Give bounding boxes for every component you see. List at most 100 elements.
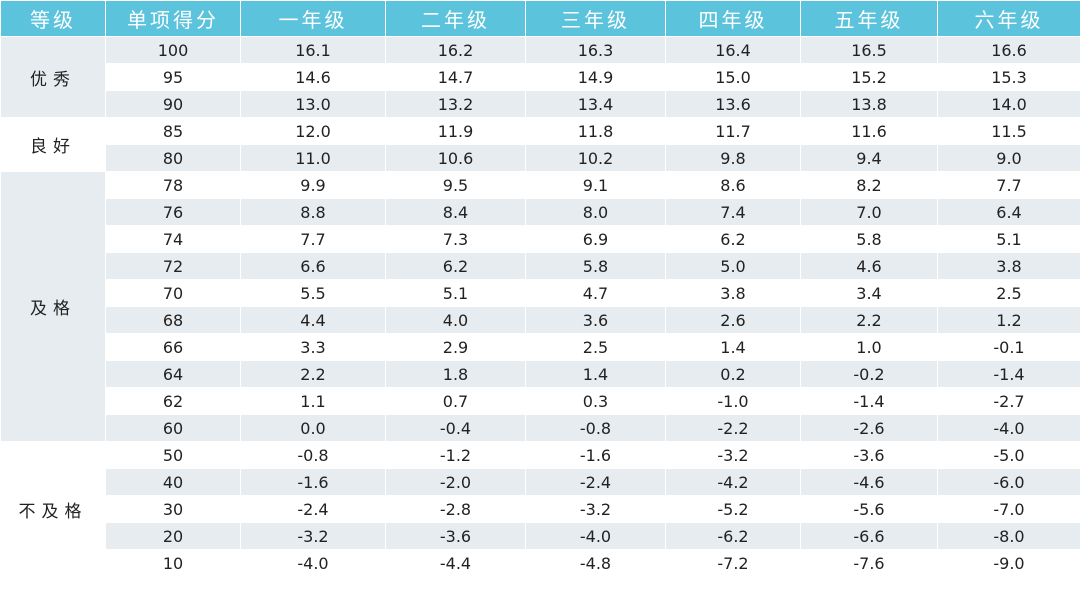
value-cell: 7.7 <box>240 225 386 253</box>
value-cell: -9.0 <box>937 549 1080 577</box>
table-row: 62 1.1 0.7 0.3 -1.0 -1.4 -2.7 <box>1 387 1080 415</box>
value-cell: 5.0 <box>665 252 801 280</box>
value-cell: -3.2 <box>240 522 386 550</box>
value-cell: 3.6 <box>525 306 666 334</box>
table-row: 10 -4.0 -4.4 -4.8 -7.2 -7.6 -9.0 <box>1 549 1080 577</box>
table-row: 不及格 50 -0.8 -1.2 -1.6 -3.2 -3.6 -5.0 <box>0 441 1080 577</box>
header-cell: 二年级 <box>385 0 526 37</box>
value-cell: 4.6 <box>800 252 938 280</box>
score-cell: 20 <box>105 522 241 550</box>
value-cell: 6.2 <box>385 252 526 280</box>
value-cell: 1.1 <box>240 387 386 415</box>
value-cell: 5.8 <box>525 252 666 280</box>
score-cell: 76 <box>105 198 241 226</box>
value-cell: -2.7 <box>937 387 1080 415</box>
header-cell: 五年级 <box>800 0 938 37</box>
value-cell: 13.8 <box>800 90 938 118</box>
value-cell: -8.0 <box>937 522 1080 550</box>
table-row: 66 3.3 2.9 2.5 1.4 1.0 -0.1 <box>1 333 1080 361</box>
table-row: 及格 78 9.9 9.5 9.1 8.6 8.2 7.7 <box>0 171 1080 442</box>
value-cell: -2.0 <box>385 468 526 496</box>
score-cell: 66 <box>105 333 241 361</box>
score-table: 等级 单项得分 一年级 二年级 三年级 四年级 五年级 六年级 优秀 100 16.1 16.2 16… <box>0 0 1080 577</box>
value-cell: -4.2 <box>665 468 801 496</box>
score-cell: 72 <box>105 252 241 280</box>
value-cell: 16.2 <box>385 36 526 64</box>
value-cell: 7.0 <box>800 198 938 226</box>
value-cell: -2.4 <box>525 468 666 496</box>
value-cell: 8.8 <box>240 198 386 226</box>
value-cell: -3.6 <box>385 522 526 550</box>
value-cell: 9.4 <box>800 144 938 172</box>
value-cell: 3.8 <box>665 279 801 307</box>
score-cell: 100 <box>105 36 241 64</box>
value-cell: 13.0 <box>240 90 386 118</box>
value-cell: -5.6 <box>800 495 938 523</box>
score-cell: 74 <box>105 225 241 253</box>
score-cell: 64 <box>105 360 241 388</box>
header-cell: 六年级 <box>937 0 1080 37</box>
value-cell: 16.3 <box>525 36 666 64</box>
table-row: 80 11.0 10.6 10.2 9.8 9.4 9.0 <box>1 144 1080 172</box>
value-cell: 2.2 <box>800 306 938 334</box>
score-cell: 78 <box>105 171 241 199</box>
value-cell: 3.8 <box>937 252 1080 280</box>
value-cell: 4.4 <box>240 306 386 334</box>
value-cell: 3.4 <box>800 279 938 307</box>
value-cell: 0.2 <box>665 360 801 388</box>
value-cell: -2.4 <box>240 495 386 523</box>
value-cell: 13.2 <box>385 90 526 118</box>
value-cell: 7.4 <box>665 198 801 226</box>
value-cell: -6.0 <box>937 468 1080 496</box>
value-cell: 9.5 <box>385 171 526 199</box>
value-cell: 1.2 <box>937 306 1080 334</box>
grade-cell: 不及格 <box>0 441 106 577</box>
header-row: 等级 单项得分 一年级 二年级 三年级 四年级 五年级 六年级 <box>0 0 1080 37</box>
value-cell: 10.2 <box>525 144 666 172</box>
value-cell: 9.1 <box>525 171 666 199</box>
table-row: 76 8.8 8.4 8.0 7.4 7.0 6.4 <box>1 198 1080 226</box>
score-cell: 50 <box>105 441 241 469</box>
table-row: 优秀 100 16.1 16.2 16.3 16.4 16.5 16.6 <box>0 36 1080 118</box>
value-cell: -1.6 <box>525 441 666 469</box>
value-cell: -1.4 <box>937 360 1080 388</box>
value-cell: 2.6 <box>665 306 801 334</box>
value-cell: 11.8 <box>525 117 666 145</box>
header-cell: 单项得分 <box>105 0 241 37</box>
value-cell: 16.4 <box>665 36 801 64</box>
value-cell: 16.1 <box>240 36 386 64</box>
value-cell: -4.0 <box>240 549 386 577</box>
header-cell: 三年级 <box>525 0 666 37</box>
value-cell: 9.0 <box>937 144 1080 172</box>
value-cell: 5.1 <box>385 279 526 307</box>
table-row: 74 7.7 7.3 6.9 6.2 5.8 5.1 <box>1 225 1080 253</box>
value-cell: -0.8 <box>525 414 666 442</box>
score-cell: 10 <box>105 549 241 577</box>
value-cell: 5.1 <box>937 225 1080 253</box>
value-cell: -0.4 <box>385 414 526 442</box>
value-cell: -0.1 <box>937 333 1080 361</box>
value-cell: 2.5 <box>525 333 666 361</box>
header-cell: 一年级 <box>240 0 386 37</box>
value-cell: 0.3 <box>525 387 666 415</box>
table-row: 90 13.0 13.2 13.4 13.6 13.8 14.0 <box>1 90 1080 118</box>
value-cell: -6.6 <box>800 522 938 550</box>
value-cell: 15.2 <box>800 63 938 91</box>
value-cell: 11.9 <box>385 117 526 145</box>
value-cell: -4.0 <box>937 414 1080 442</box>
table-row: 30 -2.4 -2.8 -3.2 -5.2 -5.6 -7.0 <box>1 495 1080 523</box>
table-row: 64 2.2 1.8 1.4 0.2 -0.2 -1.4 <box>1 360 1080 388</box>
value-cell: 1.8 <box>385 360 526 388</box>
value-cell: 6.9 <box>525 225 666 253</box>
value-cell: 3.3 <box>240 333 386 361</box>
value-cell: 2.2 <box>240 360 386 388</box>
table-row: 95 14.6 14.7 14.9 15.0 15.2 15.3 <box>1 63 1080 91</box>
score-cell: 95 <box>105 63 241 91</box>
value-cell: 5.5 <box>240 279 386 307</box>
value-cell: -3.6 <box>800 441 938 469</box>
value-cell: 1.4 <box>665 333 801 361</box>
value-cell: 6.6 <box>240 252 386 280</box>
value-cell: -1.2 <box>385 441 526 469</box>
value-cell: 7.3 <box>385 225 526 253</box>
